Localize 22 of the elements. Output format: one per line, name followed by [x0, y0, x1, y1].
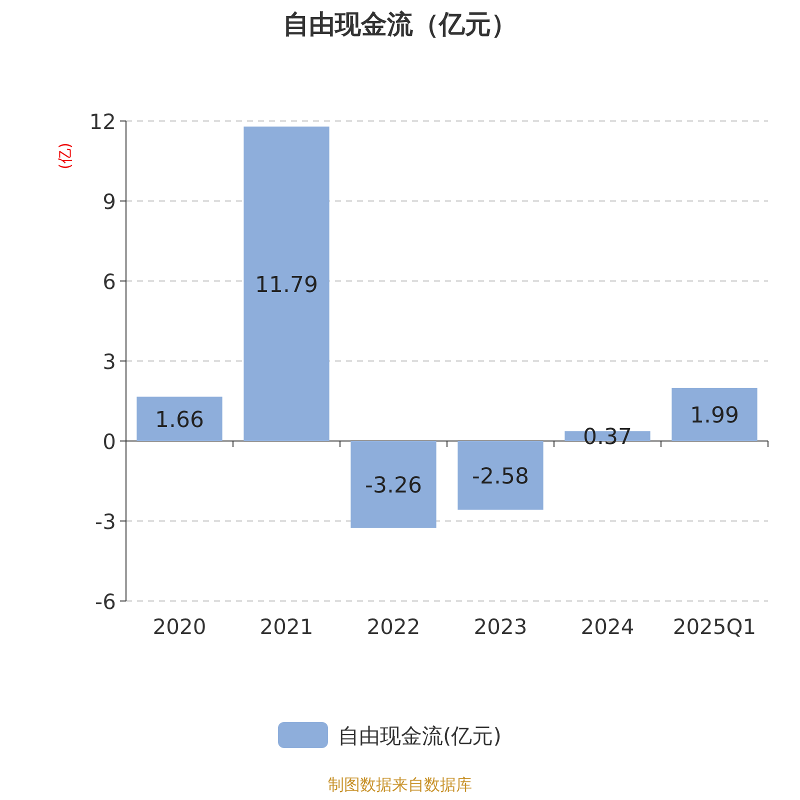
y-tick-label: 12	[89, 110, 116, 134]
data-label: 1.66	[155, 408, 204, 433]
data-label: -2.58	[472, 464, 529, 490]
chart-title: 自由现金流（亿元）	[283, 10, 517, 40]
x-tick-label: 2022	[366, 615, 420, 639]
y-tick-label: 6	[102, 270, 116, 294]
y-tick-label: -3	[95, 510, 116, 534]
x-tick-label: 2024	[580, 615, 634, 639]
data-label: 11.79	[255, 272, 318, 298]
x-tick-label: 2021	[260, 615, 314, 639]
x-tick-label: 2025Q1	[672, 615, 756, 639]
y-tick-label: 3	[102, 350, 116, 374]
y-tick-label: 9	[102, 190, 116, 214]
text: 制图数据来自数据库	[328, 775, 472, 794]
x-tick-label: 2020	[152, 615, 206, 639]
data-label: -3.26	[365, 473, 422, 498]
y-axis-title: (亿)	[56, 142, 74, 170]
legend-label: 自由现金流(亿元)	[338, 724, 502, 748]
y-tick-label: -6	[95, 590, 116, 614]
y-tick-label: 0	[102, 430, 116, 454]
x-tick-label: 2023	[474, 615, 528, 639]
data-label: 1.99	[690, 403, 739, 428]
